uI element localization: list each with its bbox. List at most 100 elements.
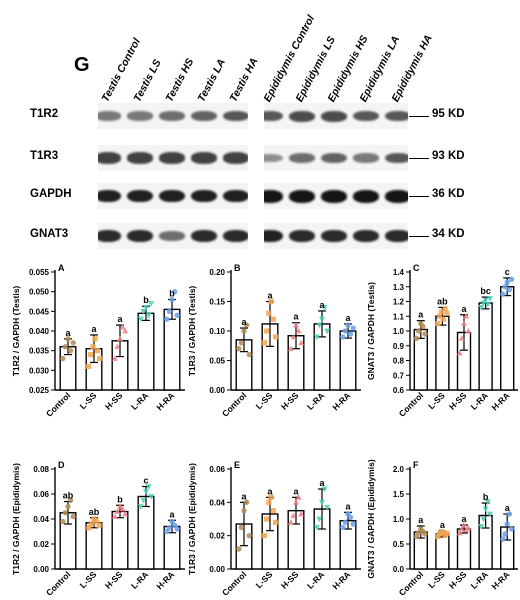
blot-band: [98, 189, 121, 203]
bar: [478, 302, 493, 391]
data-point: [264, 328, 270, 334]
significance-letter: ab: [437, 296, 448, 306]
mw-marker-label: 95 KD: [432, 108, 465, 120]
blot-band: [159, 152, 185, 164]
y-tick-label: 0.050: [29, 288, 50, 297]
x-tick-label: L-SS: [254, 390, 275, 411]
data-point: [506, 287, 513, 293]
data-point: [502, 531, 508, 537]
panel-letter: G: [74, 54, 90, 76]
significance-letter: b: [169, 289, 175, 299]
significance-letter: a: [241, 317, 247, 327]
significance-letter: a: [319, 478, 325, 488]
data-point: [143, 305, 149, 311]
x-tick-label: L-SS: [254, 569, 275, 590]
y-axis-label: GNAT3 / GAPDH (Epididymis): [366, 459, 376, 578]
significance-letter: a: [293, 486, 299, 496]
data-point: [166, 308, 173, 315]
significance-letter: a: [418, 515, 424, 525]
mw-marker-label: 36 KD: [432, 188, 465, 200]
blot-strip-epididymis: [264, 223, 408, 249]
data-point: [350, 325, 356, 331]
blot-band: [127, 152, 153, 164]
data-point: [435, 321, 441, 327]
x-tick-label: H-SS: [279, 569, 301, 591]
chart-panel-letter: C: [413, 263, 420, 273]
significance-letter: b: [483, 492, 489, 502]
data-point: [266, 499, 272, 505]
x-tick-label: H-RA: [330, 569, 352, 591]
blot-band: [223, 189, 248, 203]
mw-marker-line: [409, 158, 429, 159]
data-point: [62, 510, 69, 516]
data-point: [67, 347, 74, 354]
data-point: [508, 526, 515, 532]
data-point: [480, 516, 487, 523]
blot-row-label: T1R3: [30, 150, 59, 162]
data-point: [268, 494, 274, 500]
blot-band: [321, 152, 347, 164]
significance-letter: a: [267, 291, 273, 301]
blot-strip-testis: [98, 103, 248, 129]
blot-band: [385, 152, 408, 164]
data-point: [347, 514, 354, 521]
blot-band: [289, 229, 315, 243]
data-point: [413, 335, 420, 342]
data-point: [243, 499, 250, 506]
y-tick-label: 0.15: [209, 298, 225, 307]
data-point: [420, 323, 426, 330]
y-tick-label: 0.02: [33, 540, 49, 549]
y-axis-label: T1R2 / GAPDH (Testis): [11, 286, 21, 377]
data-point: [238, 524, 245, 531]
data-point: [62, 344, 69, 350]
data-point: [319, 499, 325, 506]
data-point: [166, 525, 173, 531]
data-point: [504, 279, 510, 286]
data-point: [111, 355, 118, 361]
data-point: [171, 522, 178, 528]
y-tick-label: 1.3: [393, 283, 405, 292]
blot-strip-testis: [98, 183, 248, 209]
mw-marker-line: [409, 116, 429, 117]
x-tick-label: L-RA: [305, 390, 326, 411]
data-point: [293, 321, 299, 328]
significance-letter: a: [505, 503, 511, 513]
data-point: [169, 296, 175, 303]
data-point: [117, 503, 123, 509]
data-point: [486, 511, 493, 518]
blot-band: [264, 153, 283, 163]
y-tick-label: 0.5: [393, 540, 405, 549]
data-point: [111, 513, 118, 519]
blot-band: [223, 229, 248, 243]
mw-marker-line: [409, 196, 429, 197]
data-point: [137, 504, 144, 510]
data-point: [94, 348, 100, 354]
data-point: [340, 334, 346, 340]
x-tick-label: H-RA: [330, 390, 352, 412]
x-tick-label: L-SS: [426, 569, 447, 590]
data-point: [114, 343, 121, 350]
data-point: [238, 340, 245, 346]
bar: [435, 533, 450, 570]
lane-label: Testis HA: [227, 55, 261, 104]
data-point: [60, 355, 66, 362]
blot-row-label: GNAT3: [30, 228, 69, 240]
data-point: [264, 516, 270, 522]
blot-band: [159, 111, 185, 121]
chart-panel-letter: F: [413, 460, 419, 470]
y-tick-label: 0.9: [393, 342, 405, 351]
y-tick-label: 0.045: [29, 307, 50, 316]
data-point: [119, 505, 126, 512]
blot-band: [191, 152, 217, 164]
blot-band: [353, 110, 379, 122]
blot-band: [223, 152, 248, 164]
data-point: [440, 316, 446, 322]
blot-row-label: T1R2: [30, 108, 59, 120]
blot-band: [353, 189, 379, 203]
y-tick-label: 0.6: [393, 386, 405, 395]
data-point: [298, 510, 305, 517]
blot-band: [289, 189, 315, 203]
y-tick-label: 0.040: [29, 327, 50, 336]
data-point: [86, 525, 92, 531]
blot-band: [353, 153, 379, 163]
